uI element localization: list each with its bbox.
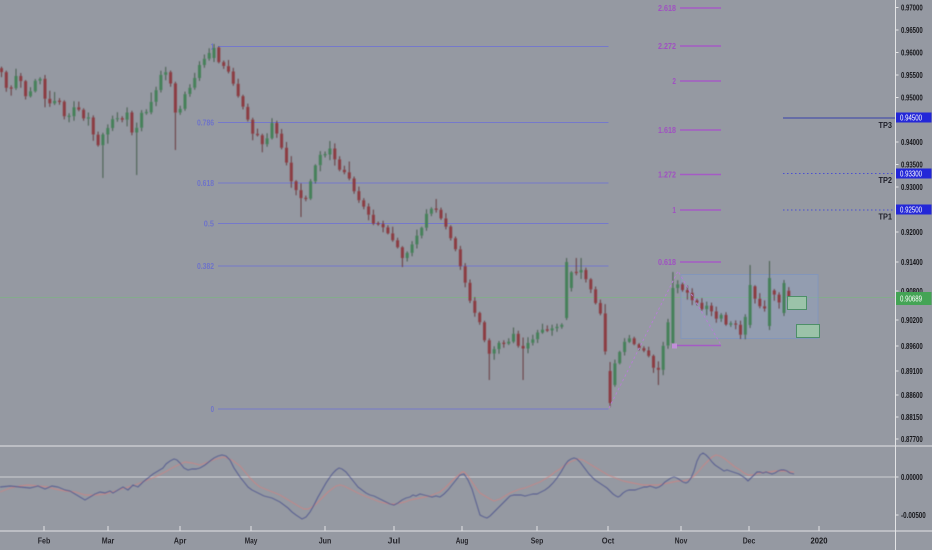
svg-text:1.618: 1.618 — [658, 126, 676, 135]
svg-text:Jul: Jul — [388, 537, 401, 546]
svg-text:0.786: 0.786 — [197, 119, 214, 128]
svg-text:2020: 2020 — [811, 537, 829, 546]
svg-text:0.94000: 0.94000 — [901, 138, 923, 147]
svg-text:Apr: Apr — [174, 537, 187, 546]
svg-text:Aug: Aug — [456, 537, 469, 546]
svg-text:0.382: 0.382 — [197, 262, 214, 271]
svg-text:TP2: TP2 — [879, 176, 893, 185]
svg-text:1: 1 — [211, 43, 215, 52]
svg-text:2.618: 2.618 — [658, 4, 676, 13]
svg-text:Oct: Oct — [602, 537, 615, 546]
svg-text:-0.00500: -0.00500 — [901, 511, 926, 520]
svg-text:0.92000: 0.92000 — [901, 228, 923, 237]
svg-text:Jun: Jun — [319, 537, 332, 546]
svg-text:Sep: Sep — [531, 537, 544, 546]
svg-text:0.91400: 0.91400 — [901, 258, 923, 267]
svg-text:0.5: 0.5 — [204, 220, 215, 229]
svg-text:0.95500: 0.95500 — [901, 71, 923, 80]
svg-text:May: May — [245, 537, 258, 546]
svg-text:0.96500: 0.96500 — [901, 26, 923, 35]
svg-text:0.90689: 0.90689 — [900, 295, 922, 304]
svg-text:0.89100: 0.89100 — [901, 367, 923, 376]
svg-text:0.618: 0.618 — [197, 179, 214, 188]
svg-text:1: 1 — [672, 206, 676, 215]
svg-text:0: 0 — [211, 405, 215, 414]
svg-text:2: 2 — [672, 77, 676, 86]
svg-text:TP1: TP1 — [879, 213, 893, 222]
svg-text:1.272: 1.272 — [658, 171, 676, 180]
svg-text:0.89600: 0.89600 — [901, 342, 923, 351]
svg-text:2.272: 2.272 — [658, 42, 676, 51]
svg-text:0.00000: 0.00000 — [901, 473, 923, 482]
svg-text:0.92500: 0.92500 — [900, 206, 922, 215]
svg-text:0.618: 0.618 — [658, 258, 676, 267]
svg-text:0.88150: 0.88150 — [901, 413, 923, 422]
svg-text:0.93000: 0.93000 — [901, 183, 923, 192]
svg-text:Dec: Dec — [743, 537, 756, 546]
svg-text:Nov: Nov — [675, 537, 688, 546]
svg-text:Feb: Feb — [38, 537, 51, 546]
svg-text:0.94500: 0.94500 — [900, 114, 922, 123]
svg-text:0.97000: 0.97000 — [901, 4, 923, 13]
svg-text:0.88600: 0.88600 — [901, 391, 923, 400]
svg-text:0.93300: 0.93300 — [900, 170, 922, 179]
svg-text:0.96000: 0.96000 — [901, 49, 923, 58]
svg-text:0.87700: 0.87700 — [901, 435, 923, 444]
svg-text:0.95000: 0.95000 — [901, 94, 923, 103]
svg-text:0.90200: 0.90200 — [901, 316, 923, 325]
svg-text:TP3: TP3 — [879, 121, 893, 130]
svg-text:0.90800: 0.90800 — [901, 287, 923, 296]
svg-text:Mar: Mar — [102, 537, 115, 546]
svg-text:0.93500: 0.93500 — [901, 161, 923, 170]
